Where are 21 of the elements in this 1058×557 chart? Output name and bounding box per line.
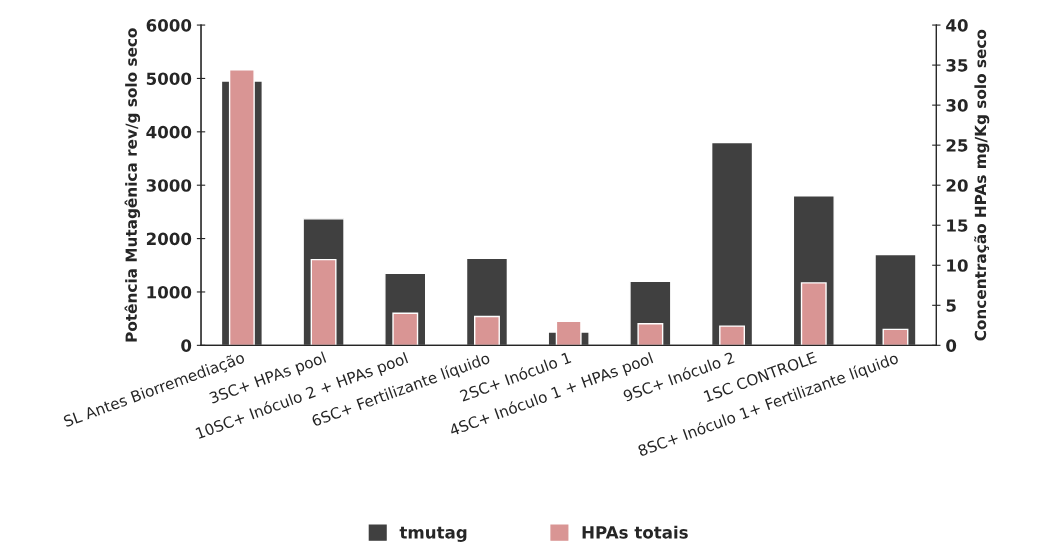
y-tick-label: 5000 — [146, 72, 192, 86]
y-tick-label: 2000 — [146, 232, 192, 246]
y2-tick-label: 5 — [946, 299, 956, 312]
bar — [710, 141, 754, 346]
legend-label: tmutag — [399, 526, 467, 542]
y-tick-label: 4000 — [146, 125, 192, 139]
y-tick-label: 3000 — [146, 179, 192, 192]
y2-tick-label: 30 — [946, 99, 968, 112]
y-tick-label: 6000 — [146, 19, 192, 32]
y2-tick-label: 20 — [946, 179, 968, 192]
y2-tick-label: 0 — [946, 339, 957, 352]
legend-label: HPAs totais — [582, 525, 688, 539]
y2-tick-label: 40 — [946, 19, 968, 32]
y-axis-title: Potência Mutagênica rev/g solo seco — [124, 28, 141, 342]
y2-axis-title: Concentração HPAs mg/Kg solo seco — [974, 29, 990, 341]
y-tick-label: 0 — [181, 339, 192, 352]
y2-tick-label: 25 — [946, 139, 968, 152]
y2-tick-label: 15 — [947, 219, 968, 232]
y2-tick-label: 35 — [946, 59, 968, 72]
y-tick-label: 1000 — [147, 285, 192, 299]
y2-tick-label: 10 — [947, 259, 968, 272]
